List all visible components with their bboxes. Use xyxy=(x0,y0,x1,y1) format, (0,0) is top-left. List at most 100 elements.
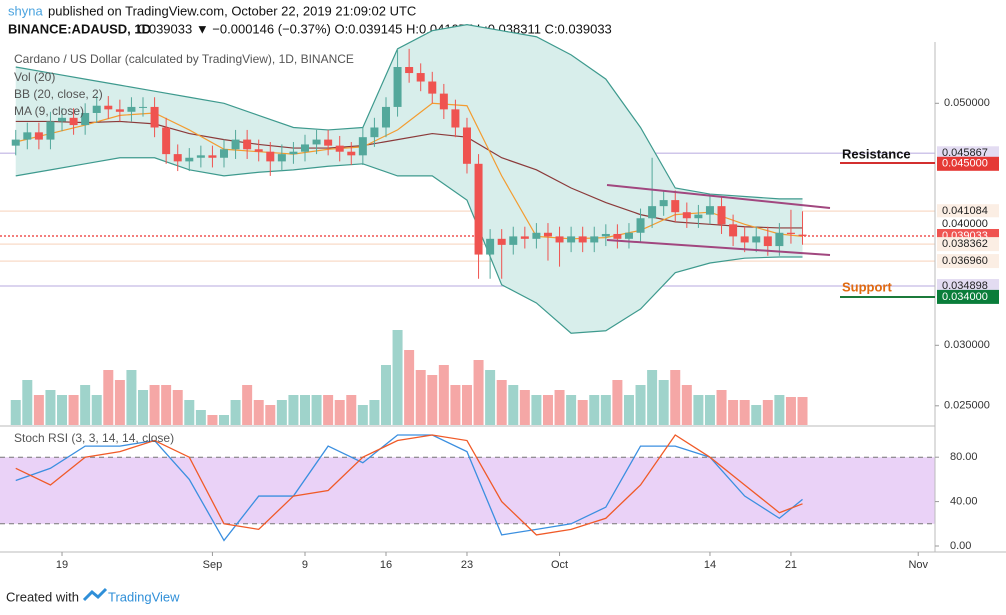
level-label: 0.034898 xyxy=(942,280,988,292)
candle-body xyxy=(497,238,506,245)
volume-bar xyxy=(299,395,310,425)
volume-bar xyxy=(242,385,253,425)
volume-bar xyxy=(253,400,264,425)
volume-bar xyxy=(22,380,33,425)
footer-brand: TradingView xyxy=(108,589,180,604)
candle-body xyxy=(405,66,414,74)
candle-body xyxy=(115,109,124,112)
candle-body xyxy=(34,132,43,140)
volume-bar xyxy=(207,415,218,425)
candle-body xyxy=(358,137,367,156)
logo xyxy=(82,587,108,602)
candle-body xyxy=(381,106,390,128)
stoch-line xyxy=(15,434,803,536)
stoch-band xyxy=(0,457,935,524)
candle-body xyxy=(150,106,159,128)
y-tick-label: 0.00 xyxy=(950,540,971,552)
volume-bar xyxy=(577,400,588,425)
candle-body xyxy=(636,218,645,233)
candle-body xyxy=(740,236,749,243)
candle-body xyxy=(393,66,402,107)
candle-body xyxy=(659,200,668,207)
published: published on TradingView.com, October 22… xyxy=(48,3,416,18)
volume-bar xyxy=(346,395,357,425)
level-box xyxy=(937,254,999,269)
candle-body xyxy=(277,154,286,162)
candle-body xyxy=(705,206,714,215)
volume-bar xyxy=(751,405,762,425)
volume-bar xyxy=(647,370,658,425)
x-tick-label: 16 xyxy=(380,559,392,571)
candle-body xyxy=(590,236,599,243)
trend-line xyxy=(606,184,831,209)
volume-bar xyxy=(138,390,149,425)
candle-body xyxy=(543,232,552,237)
volume-bar xyxy=(276,400,287,425)
plot-area xyxy=(0,24,935,542)
volume-bar xyxy=(126,370,137,425)
candle-body xyxy=(220,149,229,158)
candle-body xyxy=(428,81,437,94)
legend-indicator: BB (20, close, 2) xyxy=(14,87,103,101)
volume-bar xyxy=(635,385,646,425)
candle-body xyxy=(486,238,495,255)
indicator-line xyxy=(15,102,803,240)
footer-created: Created with xyxy=(6,589,79,604)
volume-bar xyxy=(80,385,91,425)
author: shyna xyxy=(8,3,43,18)
level-label: 0.041084 xyxy=(942,205,988,217)
candle-body xyxy=(567,236,576,243)
candle-body xyxy=(289,151,298,155)
indicator-line xyxy=(15,24,803,200)
candle-body xyxy=(347,151,356,156)
level-label: 0.045000 xyxy=(942,158,988,170)
volume-bar xyxy=(68,395,79,425)
candle-body xyxy=(532,232,541,239)
volume-bar xyxy=(334,400,345,425)
candle-body xyxy=(11,139,20,146)
candle-body xyxy=(139,106,148,108)
candle-body xyxy=(312,139,321,145)
candle-body xyxy=(196,155,205,158)
indicator-line xyxy=(15,157,803,334)
x-tick-label: 14 xyxy=(704,559,716,571)
volume-bar xyxy=(797,397,808,425)
candle-body xyxy=(555,236,564,243)
candle-body xyxy=(474,163,483,255)
volume-bar xyxy=(508,385,519,425)
candle-body xyxy=(46,121,55,140)
x-tick-label: Sep xyxy=(203,559,223,571)
volume-bar xyxy=(600,395,611,425)
candle-body xyxy=(324,139,333,146)
volume-bar xyxy=(785,397,796,425)
symbol: BINANCE:ADAUSD, 1D xyxy=(8,21,151,36)
candle-body xyxy=(798,234,807,236)
volume-bar xyxy=(461,385,472,425)
volume-bar xyxy=(45,390,56,425)
candle-body xyxy=(648,206,657,219)
volume-bar xyxy=(195,410,206,425)
volume-bar xyxy=(658,380,669,425)
legend-stoch: Stoch RSI (3, 3, 14, 14, close) xyxy=(14,431,174,445)
volume-bar xyxy=(566,395,577,425)
volume-bar xyxy=(91,395,102,425)
candle-body xyxy=(243,139,252,150)
candle-body xyxy=(300,144,309,152)
x-tick-label: 9 xyxy=(302,559,308,571)
candle-body xyxy=(416,73,425,82)
volume-bar xyxy=(519,390,530,425)
volume-bar xyxy=(774,395,785,425)
candle-body xyxy=(231,139,240,150)
volume-bar xyxy=(623,395,634,425)
volume-bar xyxy=(161,385,172,425)
volume-bar xyxy=(542,395,553,425)
level-box xyxy=(937,156,999,171)
volume-bar xyxy=(288,395,299,425)
candle-body xyxy=(254,149,263,152)
volume-bar xyxy=(427,375,438,425)
volume-bar xyxy=(172,390,183,425)
candle-body xyxy=(682,212,691,219)
candle-body xyxy=(266,151,275,162)
